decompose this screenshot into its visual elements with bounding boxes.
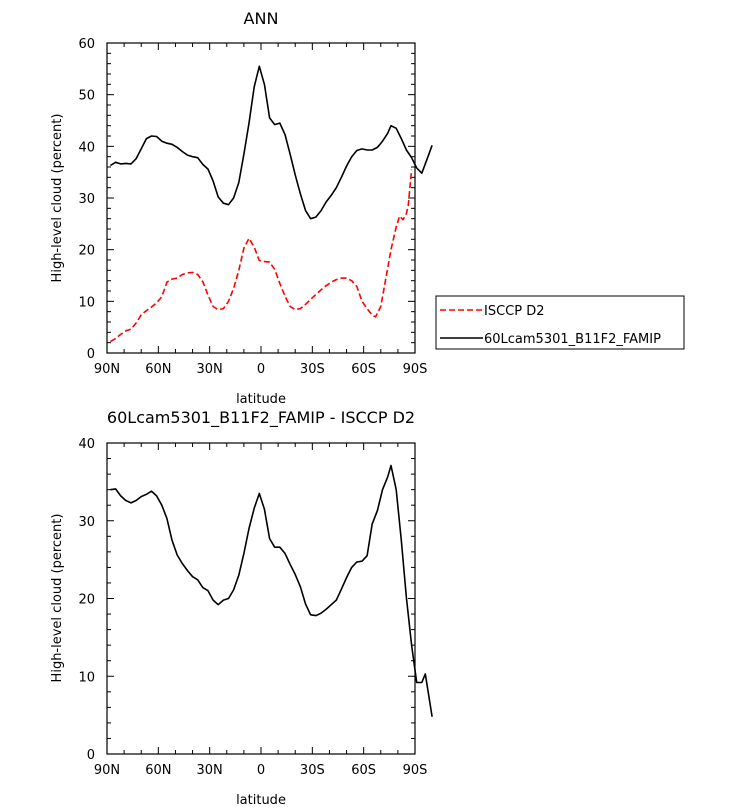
y-tick-label: 60 — [78, 37, 95, 52]
y-tick-label: 0 — [87, 748, 95, 763]
x-tick-label: 0 — [257, 763, 265, 778]
x-tick-label: 30S — [300, 763, 325, 778]
top-panel-ticks: 90N 60N 30N 0 30S 60S 90S 0 10 20 30 40 50 60 — [78, 37, 427, 377]
bottom-panel-x-axis-label: latitude — [236, 793, 286, 808]
top-panel-series — [109, 65, 433, 343]
bottom-panel-series — [110, 464, 433, 717]
y-tick-label: 20 — [78, 593, 95, 608]
bottom-panel-ticks: 90N 60N 30N 0 30S 60S 90S 0 10 20 30 40 — [78, 437, 427, 778]
bottom-panel-frame — [106, 442, 416, 755]
y-tick-label: 40 — [78, 140, 95, 155]
y-tick-label: 50 — [78, 89, 95, 104]
x-tick-label: 60S — [351, 763, 376, 778]
x-tick-label: 90N — [94, 763, 120, 778]
bottom-panel: 60Lcam5301_B11F2_FAMIP - ISCCP D2 90N 60N… — [50, 408, 433, 808]
top-panel: ANN 90N 60N 30N 0 30S 60S 90S 0 10 20 30 40 50 60 lat… — [50, 9, 685, 407]
legend-box — [435, 295, 685, 350]
bottom-panel-title: 60Lcam5301_B11F2_FAMIP - ISCCP D2 — [107, 408, 415, 428]
legend-label-model: 60Lcam5301_B11F2_FAMIP — [484, 332, 661, 347]
x-tick-label: 60S — [351, 362, 376, 377]
series-line-first — [109, 169, 413, 343]
series-line-first — [110, 464, 433, 717]
bottom-panel-y-axis-label: High-level cloud (percent) — [50, 514, 65, 683]
x-tick-label: 0 — [257, 362, 265, 377]
x-tick-label: 30N — [197, 763, 223, 778]
x-tick-label: 90N — [94, 362, 120, 377]
x-tick-label: 30N — [197, 362, 223, 377]
y-tick-label: 30 — [78, 192, 95, 207]
y-tick-label: 40 — [78, 437, 95, 452]
x-tick-label: 60N — [145, 362, 171, 377]
x-tick-label: 60N — [145, 763, 171, 778]
legend-label-isccp: ISCCP D2 — [484, 304, 545, 319]
x-tick-label: 90S — [403, 763, 428, 778]
y-tick-label: 10 — [78, 670, 95, 685]
top-panel-x-axis-label: latitude — [236, 392, 286, 407]
legend: ISCCP D2 60Lcam5301_B11F2_FAMIP — [435, 295, 685, 350]
y-tick-label: 10 — [78, 295, 95, 310]
y-tick-label: 20 — [78, 244, 95, 259]
y-tick-label: 0 — [87, 347, 95, 362]
top-panel-y-axis-label: High-level cloud (percent) — [50, 114, 65, 283]
x-tick-label: 30S — [300, 362, 325, 377]
series-line-second — [109, 65, 433, 220]
x-tick-label: 90S — [403, 362, 428, 377]
top-panel-title: ANN — [244, 9, 279, 28]
y-tick-label: 30 — [78, 515, 95, 530]
